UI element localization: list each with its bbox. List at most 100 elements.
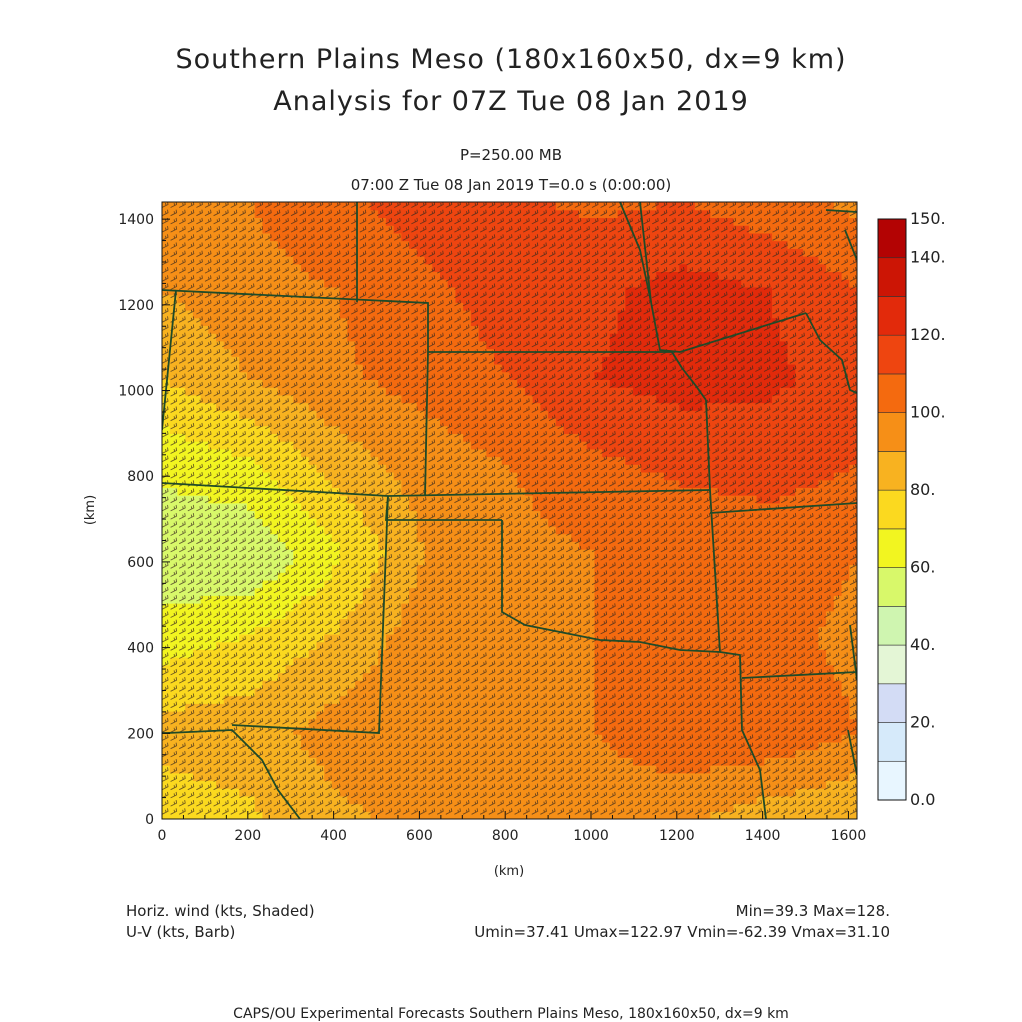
shade-cell [602,541,611,550]
shade-cell [764,680,773,689]
shade-cell [177,618,186,627]
shade-cell [579,772,588,782]
shade-cell [362,734,372,743]
shade-cell [378,549,387,558]
shade-cell [216,595,225,604]
shade-cell [640,564,650,573]
shade-cell [617,549,626,558]
shade-cell [177,695,186,704]
shade-cell [339,549,348,558]
shade-cell [270,533,279,542]
shade-cell [741,510,750,519]
shade-cell [802,518,812,527]
shade-cell [463,641,472,650]
shade-cell [640,626,650,635]
shade-cell [324,641,333,650]
shade-cell [208,734,217,743]
shade-cell [270,757,279,766]
shade-cell [571,803,580,812]
shade-cell [162,626,171,635]
shade-cell [231,456,240,465]
shade-cell [200,711,209,720]
shade-cell [339,525,348,535]
shade-cell [532,672,541,681]
shade-cell [748,649,758,658]
shade-cell [702,695,711,704]
shade-cell [633,788,642,797]
shade-cell [285,541,294,550]
shade-cell [633,726,642,735]
shade-cell [571,525,580,535]
shade-cell [810,595,819,604]
shade-cell [802,672,812,681]
shade-cell [316,525,325,535]
shade-cell [741,518,750,527]
shade-cell [424,603,433,612]
shade-cell [293,641,302,650]
shade-cell [200,626,209,635]
shade-cell [339,479,348,488]
shade-cell [733,811,742,819]
shade-cell [293,495,302,504]
shade-cell [169,549,179,558]
shade-cell [385,633,395,643]
shade-cell [671,788,680,797]
shade-cell [524,734,534,743]
shade-cell [409,680,418,689]
shade-cell [185,687,194,697]
shade-cell [586,579,596,589]
shade-cell [270,471,279,481]
shade-cell [702,711,711,720]
shade-cell [262,633,271,643]
shade-cell [625,533,634,542]
shade-cell [494,487,503,496]
shade-cell [733,603,742,612]
shade-cell [548,680,557,689]
shade-cell [308,772,318,782]
shade-cell [625,618,634,627]
shade-cell [764,572,773,581]
shade-cell [625,479,634,488]
shade-cell [694,525,704,535]
shade-cell [718,595,727,604]
shade-cell [532,757,541,766]
shade-cell [571,641,580,650]
shade-cell [609,618,619,627]
shade-cell [795,811,804,819]
shade-cell [246,487,256,496]
shade-cell [324,672,333,681]
shade-cell [586,711,596,720]
shade-cell [270,641,279,650]
shade-cell [579,649,588,658]
shade-cell [656,757,665,766]
shade-cell [401,487,410,496]
shade-cell [609,533,619,542]
shade-cell [370,510,379,519]
shade-cell [501,549,511,558]
shade-cell [486,487,495,496]
shade-cell [208,579,217,589]
shade-cell [663,687,673,697]
shade-cell [833,803,843,812]
shade-cell [324,479,333,488]
shade-cell [478,664,487,674]
shade-cell [602,687,611,697]
shade-cell [687,641,696,650]
shade-cell [339,495,348,504]
shade-cell [393,579,402,589]
shade-cell [795,587,804,596]
shade-cell [609,687,619,697]
shade-cell [409,749,418,758]
shade-cell [756,757,765,766]
shade-cell [779,649,789,658]
shade-cell [779,518,789,527]
shade-cell [540,703,549,712]
shade-cell [494,695,503,704]
shade-cell [571,556,580,566]
shade-cell [169,456,179,465]
shade-cell [648,510,657,519]
shade-cell [277,456,287,465]
shade-cell [609,572,619,581]
shade-cell [802,734,812,743]
shade-cell [764,657,773,666]
